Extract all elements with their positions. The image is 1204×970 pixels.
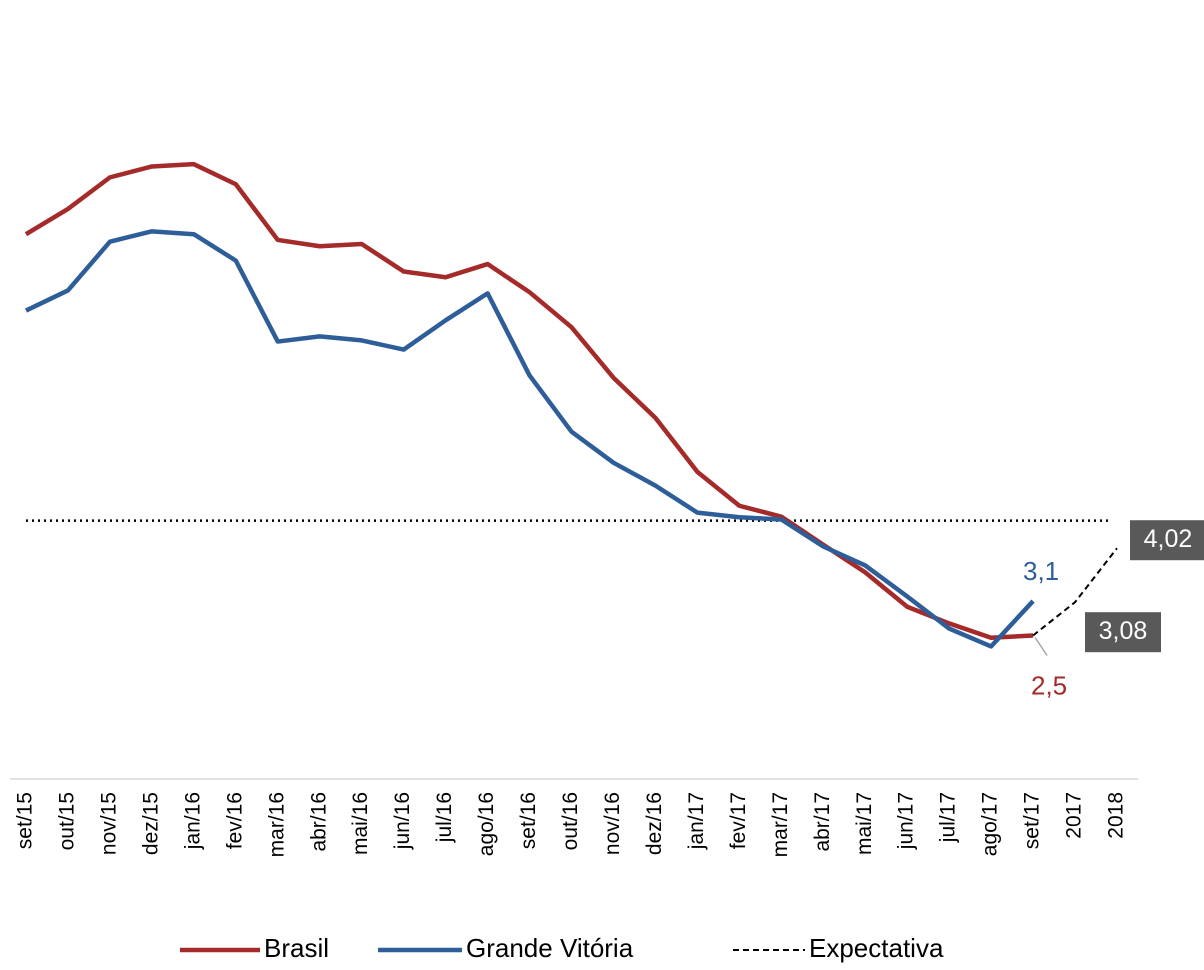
x-tick-label: nov/16 [601, 792, 624, 855]
x-tick-label: nov/15 [97, 792, 120, 855]
x-tick-label: mai/16 [349, 792, 372, 855]
x-tick-label: dez/15 [139, 792, 162, 855]
x-tick-label: jun/16 [391, 792, 414, 850]
x-tick-label: jan/16 [181, 792, 204, 850]
x-tick-label: jul/17 [937, 792, 960, 843]
x-tick-label: out/16 [559, 792, 582, 850]
data-label-box [1130, 520, 1204, 561]
x-tick-label: jul/16 [433, 792, 456, 843]
x-tick-label: mai/17 [853, 792, 876, 855]
x-tick-label: jan/17 [685, 792, 708, 850]
leader-line [1034, 637, 1048, 656]
series-line [24, 161, 1034, 641]
data-label: 3,08 [1099, 617, 1148, 645]
x-tick-label: set/15 [14, 792, 37, 849]
x-tick-label: set/16 [517, 792, 540, 849]
x-tick-label: mar/16 [265, 792, 288, 857]
series-line [1032, 547, 1118, 637]
x-tick-label: mar/17 [769, 792, 792, 857]
data-label: 2,5 [1031, 670, 1067, 700]
legend-label: Brasil [264, 933, 329, 963]
series-line [25, 229, 1035, 649]
x-tick-label: ago/16 [475, 792, 498, 856]
x-tick-label: jun/17 [895, 792, 918, 850]
x-tick-label: out/15 [56, 792, 79, 850]
data-label-box [1085, 612, 1161, 653]
x-tick-label: ago/17 [979, 792, 1002, 856]
data-label: 4,02 [1144, 525, 1193, 553]
x-tick-label: 2018 [1105, 792, 1128, 839]
legend-label: Grande Vitória [466, 933, 634, 963]
x-tick-label: abr/16 [307, 792, 330, 852]
x-tick-label: abr/17 [811, 792, 834, 852]
legend-label: Expectativa [809, 933, 944, 963]
x-tick-label: 2017 [1063, 792, 1086, 839]
x-tick-label: fev/17 [727, 792, 750, 849]
x-tick-label: set/17 [1021, 792, 1044, 849]
data-label: 3,1 [1023, 556, 1059, 586]
x-tick-label: fev/16 [223, 792, 246, 849]
x-tick-label: dez/16 [643, 792, 666, 855]
